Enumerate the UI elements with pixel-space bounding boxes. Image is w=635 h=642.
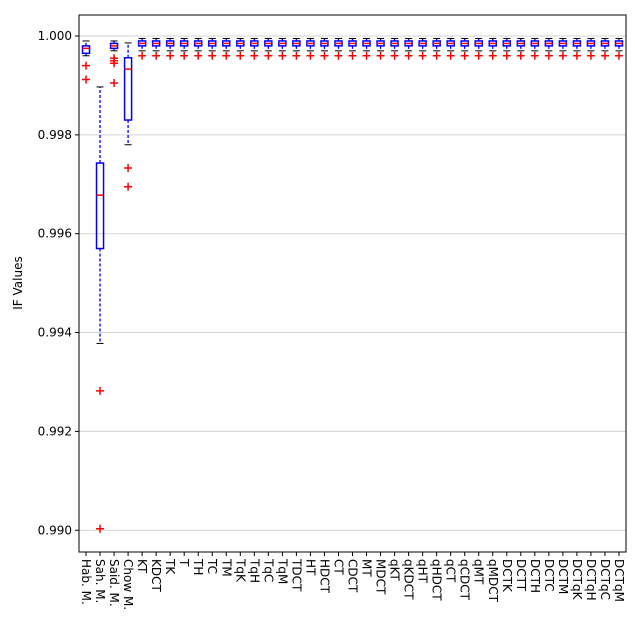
x-tick-label: DCTqM [612, 559, 626, 602]
outlier [362, 51, 371, 60]
outlier [600, 51, 609, 60]
outlier [572, 51, 581, 60]
x-tick-label: Sah. M. [93, 559, 107, 603]
x-tick-label: T [177, 558, 191, 567]
x-tick-label: qCT [444, 559, 458, 583]
outlier [236, 51, 245, 60]
x-tick-label: Said. M. [107, 559, 121, 607]
outlier [614, 51, 623, 60]
x-tick-label: TC [205, 558, 219, 574]
x-tick-label: DCTqC [598, 559, 612, 600]
outlier [180, 51, 189, 60]
y-tick-label: 0.998 [38, 128, 72, 142]
x-tick-label: MT [360, 559, 374, 577]
plot-frame [78, 14, 627, 553]
outlier [432, 51, 441, 60]
outlier [152, 51, 161, 60]
y-tick-label: 1.000 [38, 29, 72, 43]
x-tick-label: CT [331, 559, 345, 575]
outlier [124, 182, 133, 191]
x-tick-label: DCTqK [570, 559, 584, 601]
x-tick-label: TqK [233, 558, 247, 583]
x-tick-label: qHT [416, 559, 430, 584]
x-tick-label: DCTC [542, 559, 556, 592]
x-tick-label: KDCT [149, 559, 163, 592]
outlier [334, 51, 343, 60]
outlier [390, 51, 399, 60]
outlier [138, 51, 147, 60]
y-tick-label: 0.990 [38, 523, 72, 537]
x-tick-label: TK [163, 558, 177, 575]
x-tick-label: DCTK [500, 559, 514, 593]
outlier [96, 524, 105, 533]
outlier [530, 51, 539, 60]
x-tick-label: DCTqH [584, 559, 598, 601]
outlier [306, 51, 315, 60]
outlier [544, 51, 553, 60]
outlier [404, 51, 413, 60]
outlier [194, 51, 203, 60]
x-tick-label: qCDCT [458, 559, 472, 601]
x-tick-label: HT [303, 559, 317, 576]
outlier [348, 51, 357, 60]
x-tick-label: DCTH [528, 559, 542, 593]
outlier [110, 78, 119, 87]
box [123, 57, 133, 121]
outlier [376, 51, 385, 60]
outlier [474, 51, 483, 60]
x-tick-label: KT [135, 559, 149, 574]
x-tick-label: qHDCT [430, 559, 444, 601]
x-tick-label: MDCT [374, 559, 388, 595]
outlier [96, 386, 105, 395]
outlier [292, 51, 301, 60]
y-tick-label: 0.996 [38, 227, 72, 241]
outlier [446, 51, 455, 60]
outlier [124, 163, 133, 172]
x-tick-label: TqC [261, 558, 275, 582]
box [81, 45, 91, 55]
outlier [222, 51, 231, 60]
x-tick-label: Hab. M. [79, 559, 93, 605]
outlier [264, 51, 273, 60]
y-tick-label: 0.994 [38, 326, 72, 340]
x-tick-label: HDCT [317, 559, 331, 594]
x-tick-label: DCTM [556, 559, 570, 594]
outlier [82, 75, 91, 84]
outlier [320, 51, 329, 60]
x-tick-label: TqH [247, 558, 261, 583]
x-tick-label: TDCT [289, 558, 303, 592]
outlier [166, 51, 175, 60]
x-tick-label: qKDCT [402, 559, 416, 600]
outlier [488, 51, 497, 60]
outlier [586, 51, 595, 60]
box [95, 162, 105, 250]
outlier [502, 51, 511, 60]
x-tick-label: qMDCT [486, 559, 500, 603]
outlier [208, 51, 217, 60]
outlier [418, 51, 427, 60]
y-tick-label: 0.992 [38, 424, 72, 438]
outlier [278, 51, 287, 60]
y-axis-label: IF Values [11, 256, 25, 309]
x-tick-label: qMT [472, 559, 486, 585]
outlier [460, 51, 469, 60]
outlier [250, 51, 259, 60]
x-tick-label: CDCT [346, 559, 360, 593]
x-tick-label: qKT [388, 559, 402, 582]
x-tick-label: TM [219, 558, 233, 577]
x-tick-label: DCTT [514, 559, 528, 592]
outlier [110, 59, 119, 68]
x-tick-label: Chow M. [121, 559, 135, 610]
outlier [516, 51, 525, 60]
x-tick-label: TqM [275, 558, 289, 584]
x-tick-label: TH [191, 558, 205, 575]
outlier [82, 61, 91, 70]
outlier [558, 51, 567, 60]
